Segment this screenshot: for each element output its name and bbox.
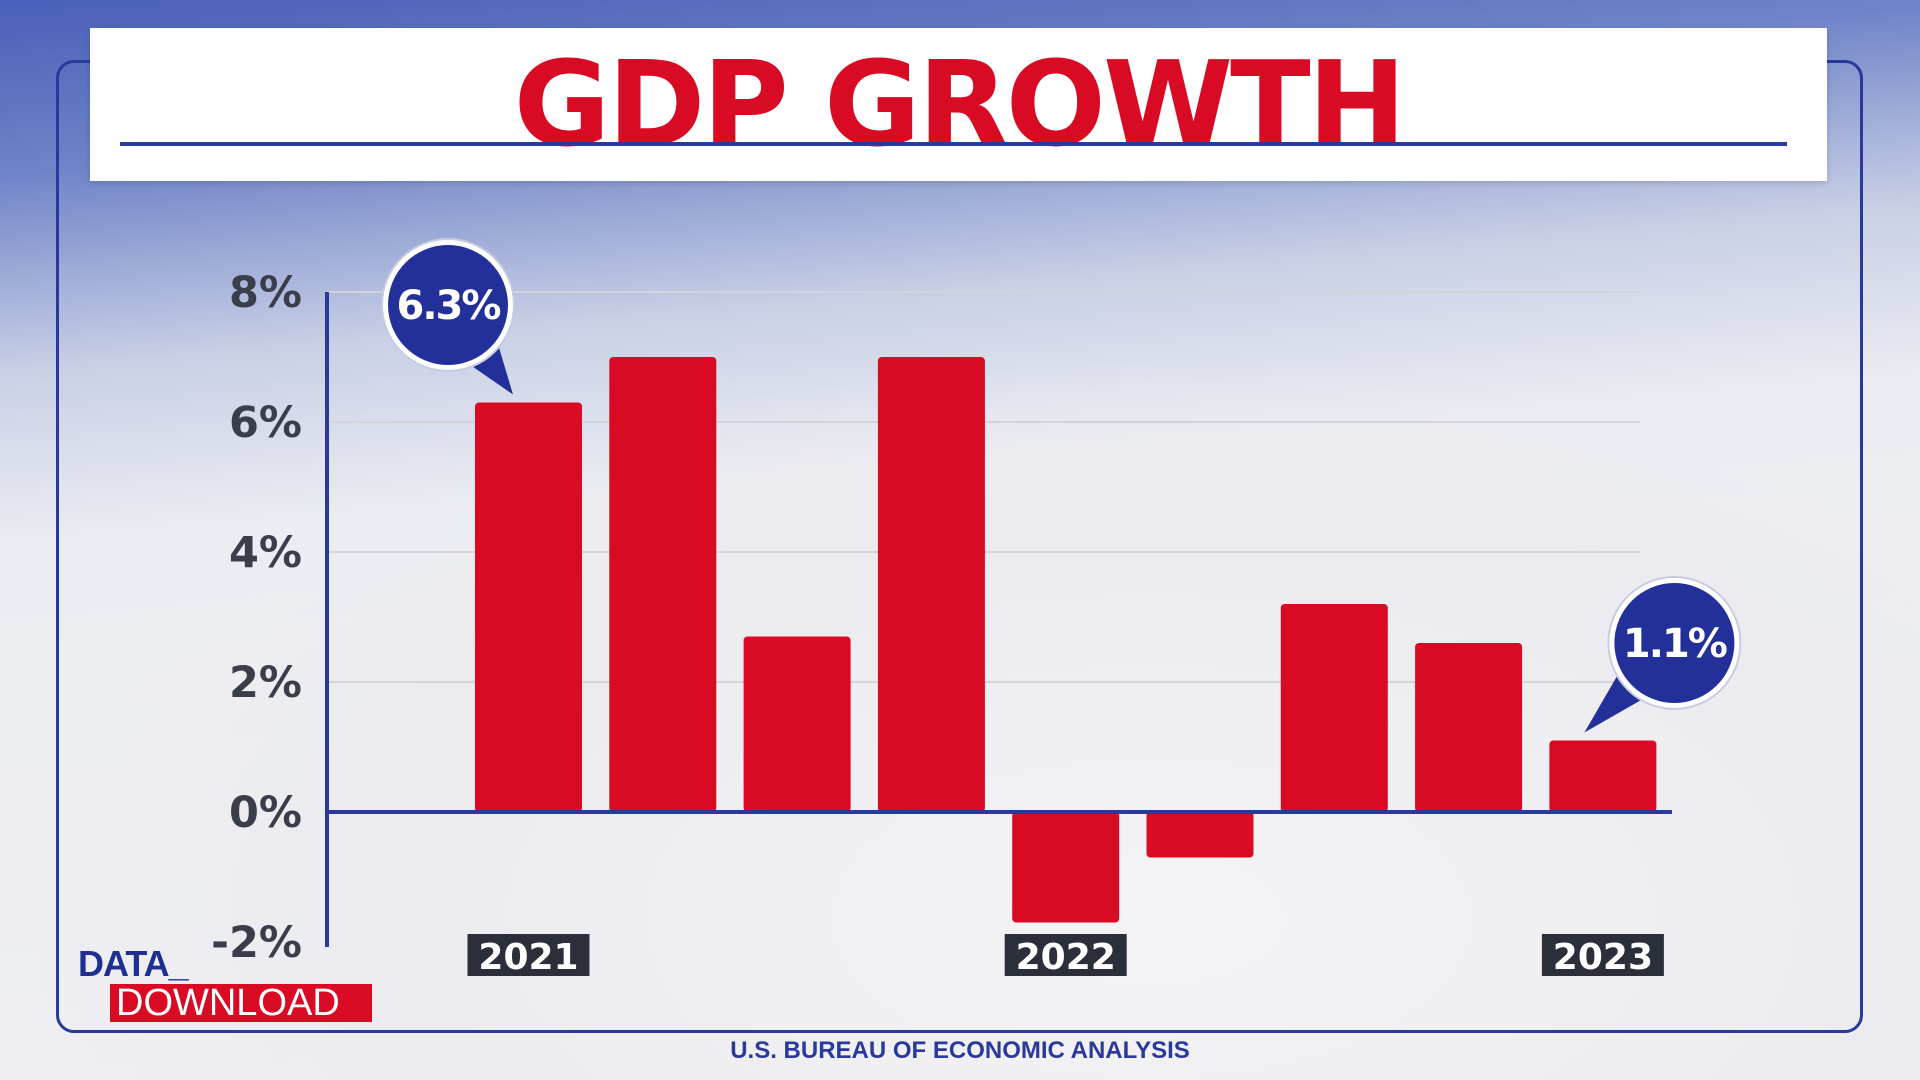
bar (1012, 812, 1120, 923)
callout-bubble (388, 245, 508, 365)
bar (1280, 604, 1388, 812)
bar (1415, 643, 1523, 812)
y-tick-label: -2% (211, 918, 302, 968)
year-label-box (1541, 934, 1664, 976)
bar (877, 357, 985, 812)
title-underline (120, 142, 1787, 146)
bar (475, 402, 582, 812)
y-tick-label: 4% (229, 528, 302, 578)
source-credit: U.S. BUREAU OF ECONOMIC ANALYSIS (730, 1037, 1190, 1064)
y-tick-label: 8% (229, 268, 302, 318)
y-tick-label: 0% (229, 788, 302, 838)
logo-download-text: DOWNLOAD (110, 984, 372, 1022)
callout-pointer (466, 339, 513, 395)
year-label: 2023 (1553, 937, 1653, 978)
bar (609, 357, 717, 812)
title-box: GDP GROWTH (90, 28, 1827, 181)
y-tick-label: 6% (229, 398, 302, 448)
bar (1146, 812, 1254, 858)
callout-bubble (1614, 583, 1735, 703)
year-label-box (1004, 934, 1127, 976)
bar (743, 636, 851, 812)
callout-value: 6.3% (397, 283, 501, 329)
year-label: 2022 (1016, 937, 1116, 978)
year-label: 2021 (478, 937, 578, 978)
logo-data-text: DATA_ (78, 943, 189, 984)
data-download-logo: DATA_ DOWNLOAD (78, 943, 372, 1022)
bar (1549, 740, 1657, 812)
year-label-box (467, 934, 590, 976)
y-tick-label: 2% (229, 658, 302, 708)
callout-value: 1.1% (1623, 621, 1727, 667)
